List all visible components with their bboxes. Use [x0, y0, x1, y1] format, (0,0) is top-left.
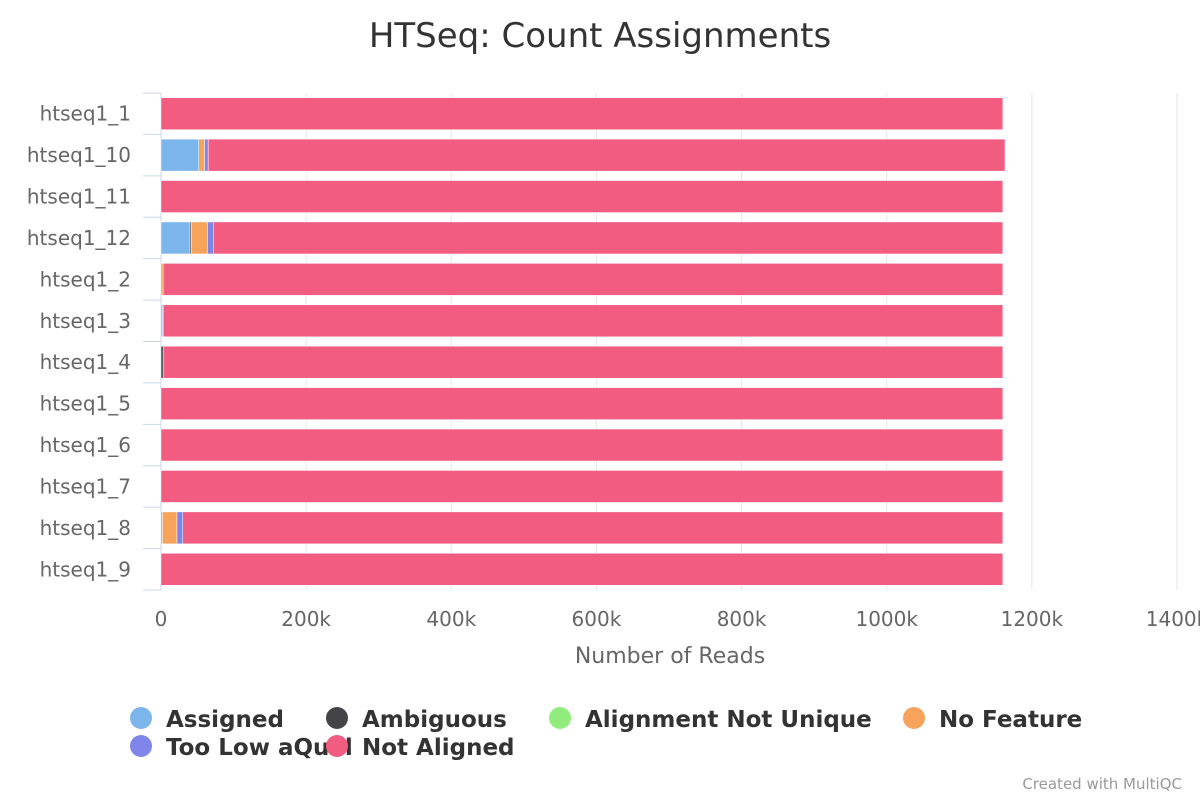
multiqc-credit[interactable]: Created with MultiQC: [1022, 775, 1182, 793]
bar-segment[interactable]: [160, 553, 1004, 586]
category-label: htseq1_11: [27, 185, 131, 209]
legend-label: Not Aligned: [362, 735, 515, 761]
bar-segment[interactable]: [162, 345, 1004, 379]
bar-series: [160, 97, 1006, 586]
legend-label: Assigned: [166, 707, 284, 733]
x-tick-label: 1200k: [1001, 607, 1064, 631]
legend-item[interactable]: Assigned: [130, 707, 284, 733]
category-label: htseq1_3: [40, 309, 131, 333]
legend-item[interactable]: Not Aligned: [326, 735, 515, 761]
bar-segment[interactable]: [191, 221, 208, 255]
legend-label: No Feature: [939, 707, 1082, 733]
chart-legend[interactable]: Assigned Ambiguous Alignment Not Unique No …: [130, 707, 1082, 761]
legend-symbol: [130, 735, 152, 757]
legend-item[interactable]: No Feature: [903, 707, 1082, 733]
category-label: htseq1_7: [40, 474, 131, 498]
bar-segment[interactable]: [160, 470, 1004, 503]
bar-segment[interactable]: [160, 263, 164, 296]
legend-item[interactable]: Alignment Not Unique: [549, 707, 872, 733]
bar-segment[interactable]: [213, 221, 1004, 255]
category-label: htseq1_1: [40, 102, 131, 126]
bar-segment[interactable]: [160, 387, 1004, 420]
legend-item[interactable]: Ambiguous: [326, 707, 507, 733]
grid-lines: [160, 93, 1178, 590]
category-label: htseq1_10: [27, 143, 131, 167]
bar-segment[interactable]: [198, 138, 205, 172]
x-tick-label: 600k: [572, 607, 622, 631]
x-tick-label: 400k: [426, 607, 476, 631]
x-tick-label: 1000k: [855, 607, 918, 631]
bar-segment[interactable]: [160, 97, 1004, 130]
x-tick-label: 200k: [281, 607, 331, 631]
legend-symbol: [903, 707, 925, 729]
bar-segment[interactable]: [160, 345, 164, 379]
x-tick-label: 0: [155, 607, 168, 631]
bar-segment[interactable]: [160, 180, 1004, 213]
legend-item[interactable]: Too Low aQual: [130, 735, 353, 761]
category-label: htseq1_6: [40, 433, 131, 457]
category-label: htseq1_5: [40, 392, 131, 416]
chart-title: HTSeq: Count Assignments: [369, 16, 831, 56]
bar-segment[interactable]: [176, 511, 184, 545]
category-label: htseq1_12: [27, 226, 131, 250]
legend-label: Too Low aQual: [166, 735, 353, 761]
legend-label: Alignment Not Unique: [585, 707, 872, 733]
bar-segment[interactable]: [162, 263, 1004, 296]
bar-segment[interactable]: [204, 138, 209, 172]
bar-segment[interactable]: [162, 304, 1004, 338]
bar-segment[interactable]: [160, 221, 191, 255]
bar-segment[interactable]: [160, 428, 1004, 462]
legend-symbol: [130, 707, 152, 729]
x-tick-label: 1400k: [1146, 607, 1200, 631]
legend-symbol: [549, 707, 571, 729]
category-label: htseq1_4: [40, 350, 131, 374]
x-axis-title: Number of Reads: [575, 644, 765, 669]
x-tick-label: 800k: [717, 607, 767, 631]
legend-label: Ambiguous: [362, 707, 507, 733]
x-axis-tick-labels: 0 200k 400k 600k 800k 1000k 1200k 1400k: [155, 607, 1200, 631]
category-label: htseq1_2: [40, 267, 131, 291]
bar-segment[interactable]: [160, 138, 199, 172]
legend-symbol: [326, 707, 348, 729]
legend-symbol: [326, 735, 348, 757]
category-label: htseq1_8: [40, 516, 131, 540]
bar-segment[interactable]: [207, 221, 214, 255]
bar-segment[interactable]: [182, 511, 1004, 545]
category-labels: htseq1_1 htseq1_10 htseq1_11 htseq1_12htseq…: [27, 102, 131, 582]
category-label: htseq1_9: [40, 557, 131, 581]
category-axis: [143, 92, 162, 591]
bar-segment[interactable]: [207, 138, 1006, 172]
bar-segment[interactable]: [162, 511, 178, 545]
